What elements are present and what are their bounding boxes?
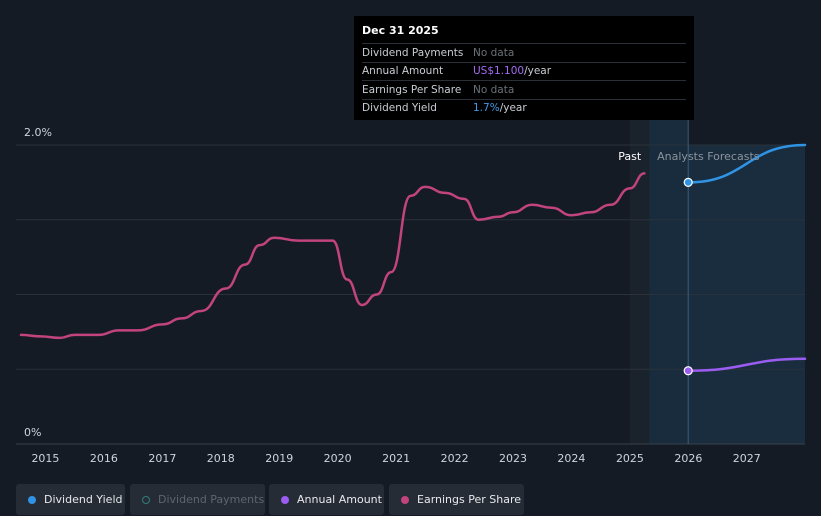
x-tick-label: 2026 [674, 452, 702, 465]
legend-label: Dividend Yield [44, 493, 123, 506]
annual-amount-point [683, 366, 693, 376]
tooltip-row-dividend-payments: Dividend Payments No data [362, 43, 686, 62]
tooltip-row-annual-amount: Annual Amount US$1.100 /year [362, 61, 686, 81]
legend-label: Annual Amount [297, 493, 382, 506]
dividend-yield-dot-icon [28, 495, 36, 504]
x-tick-label: 2016 [90, 452, 118, 465]
tooltip-row-earnings-per-share: Earnings Per Share No data [362, 80, 686, 99]
tooltip-label: Annual Amount [362, 65, 444, 78]
legend-earnings-per-share[interactable]: Earnings Per Share [389, 484, 524, 515]
x-tick-label: 2018 [207, 452, 235, 465]
x-tick-label: 2027 [733, 452, 761, 465]
legend-label: Dividend Payments [158, 493, 265, 506]
past-label: Past [618, 150, 642, 163]
dividend-payments-ring-icon [142, 495, 150, 504]
tooltip-value: No data [473, 83, 515, 96]
chart-tooltip: Dec 31 2025 Dividend Payments No data An… [354, 16, 694, 120]
x-tick-label: 2022 [441, 452, 469, 465]
tooltip-suffix: /year [499, 102, 527, 115]
x-tick-label: 2025 [616, 452, 644, 465]
tooltip-date: Dec 31 2025 [362, 24, 439, 37]
x-tick-label: 2017 [148, 452, 176, 465]
past-shade-region [629, 120, 650, 444]
tooltip-value: US$1.100 [473, 65, 525, 78]
tooltip-suffix: /year [524, 65, 552, 78]
earnings-per-share-line [19, 172, 646, 340]
legend-dividend-payments[interactable]: Dividend Payments [130, 484, 265, 515]
tooltip-label: Dividend Yield [362, 102, 437, 115]
annual-amount-dot-icon [281, 495, 289, 504]
legend-label: Earnings Per Share [417, 493, 522, 506]
tooltip-label: Earnings Per Share [362, 83, 462, 96]
x-tick-label: 2021 [382, 452, 410, 465]
dividend-yield-point [683, 177, 693, 187]
transition-shade-region [649, 120, 689, 444]
dividend-yield-line [686, 143, 807, 184]
y-tick-label: 2.0% [24, 126, 52, 139]
tooltip-value: 1.7% [473, 102, 500, 115]
x-tick-label: 2020 [324, 452, 352, 465]
tooltip-row-dividend-yield: Dividend Yield 1.7% /year [362, 98, 686, 118]
legend-dividend-yield[interactable]: Dividend Yield [16, 484, 125, 515]
legend-annual-amount[interactable]: Annual Amount [269, 484, 384, 515]
x-tick-label: 2023 [499, 452, 527, 465]
tooltip-label: Dividend Payments [362, 46, 464, 59]
x-tick-label: 2015 [31, 452, 59, 465]
x-tick-label: 2019 [265, 452, 293, 465]
x-tick-label: 2024 [557, 452, 585, 465]
tooltip-value: No data [473, 46, 515, 59]
earnings-per-share-dot-icon [401, 495, 409, 504]
forecast-label: Analysts Forecasts [657, 150, 760, 163]
y-tick-label: 0% [24, 426, 41, 439]
annual-amount-line [686, 357, 807, 372]
